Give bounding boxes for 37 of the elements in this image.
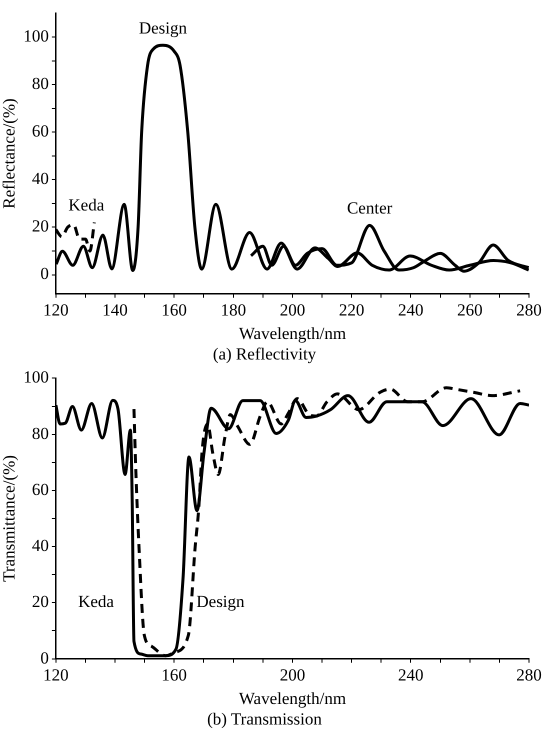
y-axis-title: Reflectance/(%) [0, 98, 19, 209]
y-tick-label: 0 [40, 264, 49, 284]
x-tick-label: 220 [338, 300, 364, 320]
y-tick-label: 20 [32, 216, 49, 236]
x-tick-label: 260 [457, 300, 483, 320]
y-axis-title: Transmittance/(%) [0, 455, 19, 582]
x-axis-title: Wavelength/nm [238, 324, 346, 343]
x-tick-label: 120 [43, 300, 69, 320]
series-label: Design [138, 18, 188, 38]
x-tick-label: 140 [102, 300, 128, 320]
y-tick-label: 40 [32, 169, 49, 188]
x-tick-label: 120 [43, 665, 69, 684]
y-tick-label: 0 [40, 648, 49, 668]
x-tick-label: 280 [516, 665, 542, 684]
x-tick-label: 200 [280, 665, 306, 684]
x-tick-label: 200 [280, 300, 306, 320]
x-tick-label: 160 [161, 300, 187, 320]
series-label: Keda [78, 592, 114, 612]
series-label: Design [196, 592, 246, 612]
x-tick-label: 280 [516, 300, 542, 320]
text: (b) Transmission [207, 709, 322, 728]
text: (a) Reflectivity [212, 344, 317, 364]
x-axis-title: Wavelength/nm [238, 688, 346, 708]
y-tick-label: 80 [32, 424, 49, 443]
y-tick-label: 80 [32, 74, 49, 94]
y-tick-label: 100 [23, 368, 49, 387]
series-label: Center [346, 198, 393, 218]
series-label: Keda [68, 195, 105, 214]
x-tick-label: 240 [398, 300, 424, 320]
y-tick-label: 40 [32, 536, 49, 556]
y-tick-label: 60 [32, 480, 49, 499]
x-tick-label: 160 [161, 665, 187, 684]
y-tick-label: 20 [32, 592, 49, 612]
x-tick-label: 180 [220, 300, 246, 320]
x-tick-label: 240 [398, 665, 424, 684]
y-tick-label: 100 [23, 26, 49, 46]
y-tick-label: 60 [32, 122, 49, 141]
